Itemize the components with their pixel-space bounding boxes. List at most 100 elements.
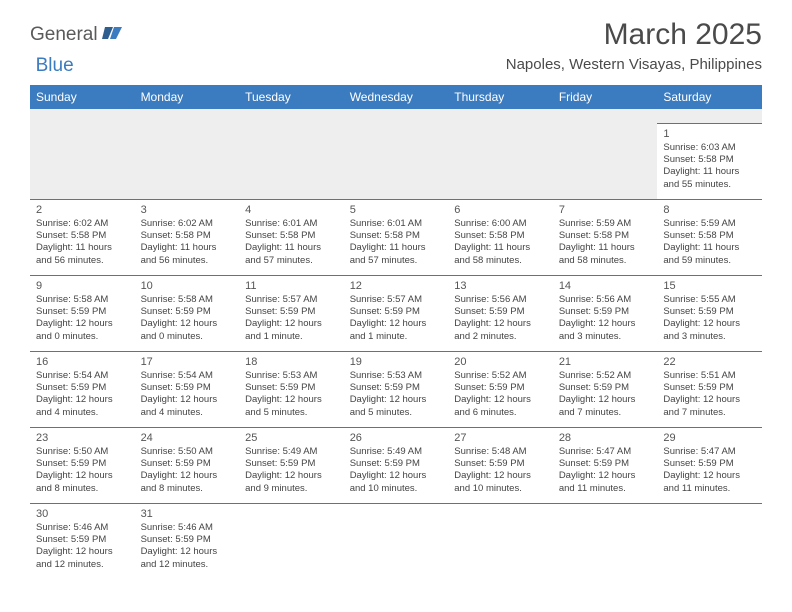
daylight-text: and 3 minutes.	[663, 331, 756, 343]
sunset-text: Sunset: 5:58 PM	[559, 230, 652, 242]
sunrise-text: Sunrise: 6:02 AM	[141, 218, 234, 230]
daylight-text: Daylight: 11 hours	[559, 242, 652, 254]
daylight-text: Daylight: 12 hours	[36, 394, 129, 406]
day-number: 26	[350, 431, 443, 445]
sunrise-text: Sunrise: 5:55 AM	[663, 294, 756, 306]
day-number: 21	[559, 355, 652, 369]
weekday-header: Saturday	[657, 85, 762, 109]
calendar-day-cell: 13Sunrise: 5:56 AMSunset: 5:59 PMDayligh…	[448, 275, 553, 351]
sunset-text: Sunset: 5:59 PM	[245, 458, 338, 470]
day-number: 14	[559, 279, 652, 293]
calendar-day-cell: 30Sunrise: 5:46 AMSunset: 5:59 PMDayligh…	[30, 503, 135, 579]
day-number: 20	[454, 355, 547, 369]
daylight-text: and 0 minutes.	[36, 331, 129, 343]
sunset-text: Sunset: 5:59 PM	[141, 534, 234, 546]
calendar-week-row: 16Sunrise: 5:54 AMSunset: 5:59 PMDayligh…	[30, 351, 762, 427]
calendar-week-row: 1Sunrise: 6:03 AMSunset: 5:58 PMDaylight…	[30, 123, 762, 199]
weekday-header: Wednesday	[344, 85, 449, 109]
logo-text-general: General	[30, 24, 98, 46]
day-number: 28	[559, 431, 652, 445]
logo: General	[30, 24, 126, 46]
daylight-text: and 1 minute.	[350, 331, 443, 343]
sunset-text: Sunset: 5:59 PM	[36, 306, 129, 318]
sunset-text: Sunset: 5:59 PM	[245, 306, 338, 318]
daylight-text: and 57 minutes.	[350, 255, 443, 267]
calendar-day-cell: 4Sunrise: 6:01 AMSunset: 5:58 PMDaylight…	[239, 199, 344, 275]
day-number: 31	[141, 507, 234, 521]
calendar-week-row: 23Sunrise: 5:50 AMSunset: 5:59 PMDayligh…	[30, 427, 762, 503]
day-number: 8	[663, 203, 756, 217]
daylight-text: and 4 minutes.	[141, 407, 234, 419]
day-number: 6	[454, 203, 547, 217]
sunset-text: Sunset: 5:58 PM	[36, 230, 129, 242]
sunset-text: Sunset: 5:58 PM	[350, 230, 443, 242]
calendar-day-cell: 17Sunrise: 5:54 AMSunset: 5:59 PMDayligh…	[135, 351, 240, 427]
day-number: 1	[663, 127, 756, 141]
sunrise-text: Sunrise: 5:49 AM	[350, 446, 443, 458]
sunset-text: Sunset: 5:59 PM	[245, 382, 338, 394]
sunrise-text: Sunrise: 5:49 AM	[245, 446, 338, 458]
day-number: 11	[245, 279, 338, 293]
daylight-text: and 58 minutes.	[559, 255, 652, 267]
day-number: 13	[454, 279, 547, 293]
sunrise-text: Sunrise: 5:57 AM	[245, 294, 338, 306]
sunrise-text: Sunrise: 5:48 AM	[454, 446, 547, 458]
calendar-day-cell: 8Sunrise: 5:59 AMSunset: 5:58 PMDaylight…	[657, 199, 762, 275]
daylight-text: and 5 minutes.	[350, 407, 443, 419]
calendar-empty-cell	[239, 503, 344, 579]
daylight-text: and 1 minute.	[245, 331, 338, 343]
flag-icon	[102, 25, 124, 46]
calendar-day-cell: 16Sunrise: 5:54 AMSunset: 5:59 PMDayligh…	[30, 351, 135, 427]
day-number: 7	[559, 203, 652, 217]
sunrise-text: Sunrise: 5:59 AM	[663, 218, 756, 230]
sunset-text: Sunset: 5:59 PM	[350, 382, 443, 394]
calendar-empty-cell	[553, 503, 658, 579]
daylight-text: and 0 minutes.	[141, 331, 234, 343]
weekday-header: Monday	[135, 85, 240, 109]
daylight-text: Daylight: 12 hours	[350, 394, 443, 406]
day-number: 9	[36, 279, 129, 293]
daylight-text: Daylight: 12 hours	[454, 394, 547, 406]
daylight-text: and 8 minutes.	[141, 483, 234, 495]
sunrise-text: Sunrise: 5:46 AM	[36, 522, 129, 534]
daylight-text: Daylight: 12 hours	[141, 318, 234, 330]
sunset-text: Sunset: 5:59 PM	[350, 306, 443, 318]
sunset-text: Sunset: 5:58 PM	[454, 230, 547, 242]
sunset-text: Sunset: 5:59 PM	[141, 382, 234, 394]
daylight-text: Daylight: 12 hours	[141, 394, 234, 406]
day-number: 22	[663, 355, 756, 369]
day-number: 27	[454, 431, 547, 445]
sunset-text: Sunset: 5:59 PM	[454, 382, 547, 394]
sunrise-text: Sunrise: 5:47 AM	[663, 446, 756, 458]
daylight-text: Daylight: 11 hours	[36, 242, 129, 254]
daylight-text: and 7 minutes.	[663, 407, 756, 419]
daylight-text: and 7 minutes.	[559, 407, 652, 419]
sunrise-text: Sunrise: 6:03 AM	[663, 142, 756, 154]
daylight-text: and 5 minutes.	[245, 407, 338, 419]
sunset-text: Sunset: 5:59 PM	[559, 306, 652, 318]
day-number: 30	[36, 507, 129, 521]
daylight-text: Daylight: 12 hours	[454, 470, 547, 482]
daylight-text: and 12 minutes.	[141, 559, 234, 571]
sunset-text: Sunset: 5:59 PM	[663, 458, 756, 470]
day-number: 25	[245, 431, 338, 445]
sunrise-text: Sunrise: 5:57 AM	[350, 294, 443, 306]
daylight-text: Daylight: 12 hours	[36, 318, 129, 330]
calendar-week-row: 30Sunrise: 5:46 AMSunset: 5:59 PMDayligh…	[30, 503, 762, 579]
sunset-text: Sunset: 5:59 PM	[141, 306, 234, 318]
daylight-text: Daylight: 12 hours	[663, 394, 756, 406]
calendar-day-cell: 24Sunrise: 5:50 AMSunset: 5:59 PMDayligh…	[135, 427, 240, 503]
sunset-text: Sunset: 5:58 PM	[663, 230, 756, 242]
calendar-empty-cell	[344, 503, 449, 579]
day-number: 29	[663, 431, 756, 445]
daylight-text: and 10 minutes.	[350, 483, 443, 495]
daylight-text: and 56 minutes.	[36, 255, 129, 267]
title-block: March 2025 Napoles, Western Visayas, Phi…	[506, 18, 762, 73]
daylight-text: and 57 minutes.	[245, 255, 338, 267]
daylight-text: Daylight: 12 hours	[663, 470, 756, 482]
daylight-text: Daylight: 11 hours	[141, 242, 234, 254]
sunset-text: Sunset: 5:58 PM	[663, 154, 756, 166]
sunset-text: Sunset: 5:59 PM	[36, 534, 129, 546]
sunset-text: Sunset: 5:59 PM	[36, 458, 129, 470]
daylight-text: Daylight: 12 hours	[245, 394, 338, 406]
